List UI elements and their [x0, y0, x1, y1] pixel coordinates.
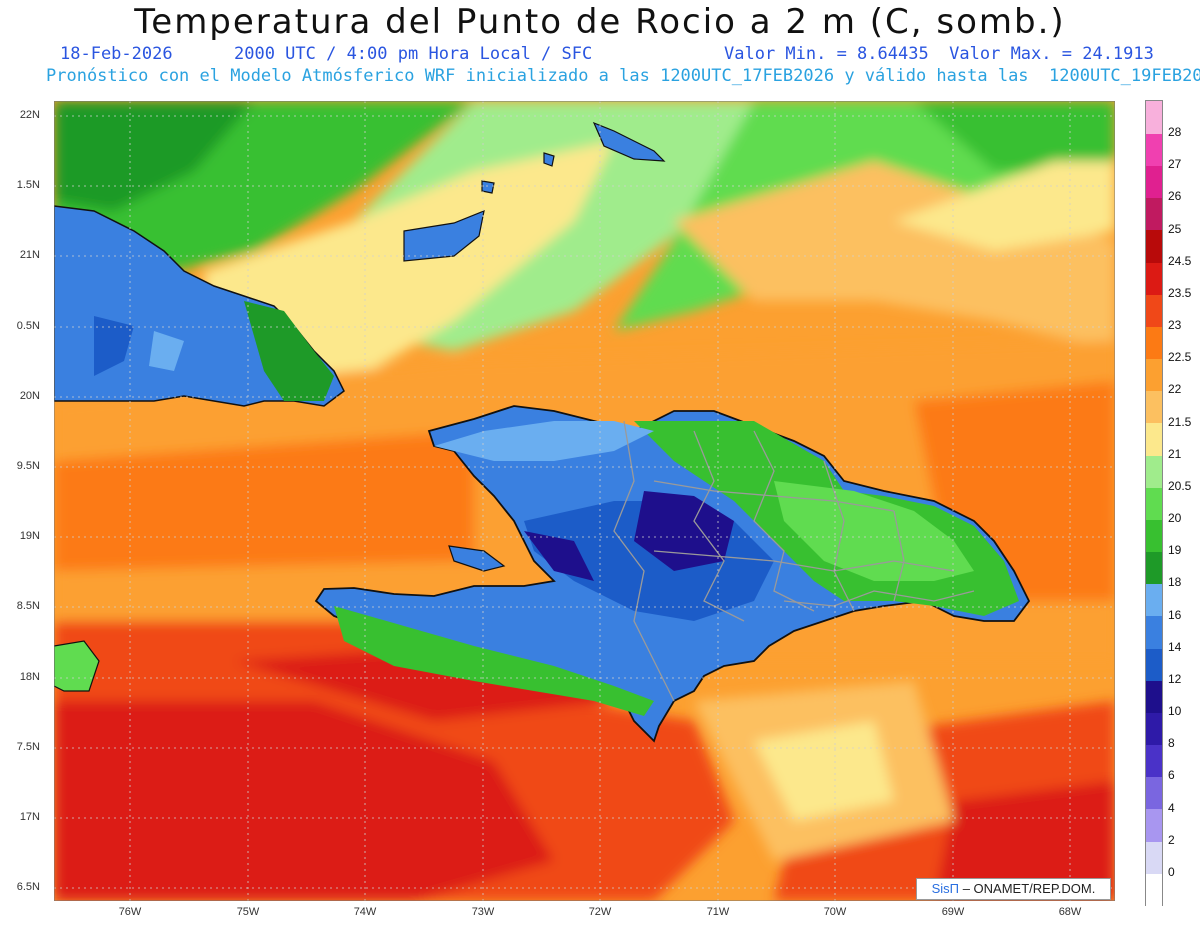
colorbar: [1145, 100, 1163, 906]
lon-tick: 72W: [588, 906, 612, 918]
lat-tick: 21N: [19, 249, 40, 261]
colorbar-label: 14: [1168, 639, 1182, 654]
colorbar-segment: [1146, 101, 1162, 134]
jamaica-landmass: [54, 640, 100, 692]
colorbar-label: 4: [1168, 800, 1175, 815]
colorbar-segment: [1146, 326, 1162, 360]
colorbar-segment: [1146, 551, 1162, 585]
lat-tick: 0.5N: [16, 320, 40, 332]
lon-tick: 69W: [941, 906, 965, 918]
dewpoint-map: [54, 101, 1115, 901]
credit-text: – ONAMET/REP.DOM.: [959, 881, 1096, 896]
colorbar-segment: [1146, 776, 1162, 810]
colorbar-label: 28: [1168, 125, 1182, 140]
colorbar-segment: [1146, 808, 1162, 842]
lat-tick: 17N: [19, 811, 40, 823]
gonave-island: [448, 545, 506, 572]
colorbar-segment: [1146, 615, 1162, 649]
colorbar-label: 6: [1168, 768, 1175, 783]
colorbar-segment: [1146, 229, 1162, 263]
colorbar-label: 24.5: [1168, 253, 1192, 268]
lon-tick: 71W: [706, 906, 730, 918]
colorbar-segment: [1146, 647, 1162, 681]
colorbar-segment: [1146, 454, 1162, 488]
colorbar-label: 25: [1168, 221, 1182, 236]
credit-brand: SisΠ: [931, 881, 960, 896]
bahamas-islands: [403, 121, 666, 262]
lat-tick: 19N: [19, 530, 40, 542]
colorbar-segment: [1146, 165, 1162, 199]
colorbar-segment: [1146, 744, 1162, 778]
colorbar-segment: [1146, 358, 1162, 392]
colorbar-segment: [1146, 712, 1162, 746]
lat-tick: 7.5N: [16, 741, 40, 753]
lat-tick: 8.5N: [16, 600, 40, 612]
lat-tick: 1.5N: [16, 179, 40, 191]
colorbar-segment: [1146, 261, 1162, 295]
colorbar-label: 16: [1168, 607, 1182, 622]
colorbar-label: 23: [1168, 318, 1182, 333]
colorbar-label: 22: [1168, 382, 1182, 397]
colorbar-label: 19: [1168, 543, 1182, 558]
colorbar-label: 23.5: [1168, 285, 1192, 300]
lon-tick: 68W: [1058, 906, 1082, 918]
lon-tick: 70W: [823, 906, 847, 918]
province-borders: [613, 420, 975, 702]
map-title: Temperatura del Punto de Rocio a 2 m (C,…: [134, 2, 1066, 42]
colorbar-label: 20.5: [1168, 478, 1192, 493]
lat-tick: 22N: [19, 109, 40, 121]
valid-time-subtitle: 18-Feb-2026 2000 UTC / 4:00 pm Hora Loca…: [60, 44, 593, 64]
colorbar-label: 18: [1168, 575, 1182, 590]
colorbar-label: 21: [1168, 446, 1182, 461]
lat-tick: 6.5N: [16, 881, 40, 893]
colorbar-label: 21.5: [1168, 414, 1192, 429]
colorbar-segment: [1146, 872, 1162, 906]
colorbar-segment: [1146, 486, 1162, 520]
colorbar-segment: [1146, 133, 1162, 167]
colorbar-segment: [1146, 679, 1162, 713]
colorbar-label: 26: [1168, 189, 1182, 204]
lat-tick: 9.5N: [16, 460, 40, 472]
lon-tick: 74W: [353, 906, 377, 918]
colorbar-label: 2: [1168, 832, 1175, 847]
model-run-subtitle: Pronóstico con el Modelo Atmósferico WRF…: [46, 66, 1200, 86]
lon-tick: 76W: [118, 906, 142, 918]
credit-box: SisΠ – ONAMET/REP.DOM.: [916, 878, 1111, 900]
colorbar-segment: [1146, 422, 1162, 456]
hispaniola-landmass: [314, 405, 1031, 743]
colorbar-label: 8: [1168, 736, 1175, 751]
colorbar-segment: [1146, 840, 1162, 874]
lon-tick: 75W: [236, 906, 260, 918]
colorbar-segment: [1146, 293, 1162, 327]
colorbar-label: 22.5: [1168, 350, 1192, 365]
graticule: [54, 101, 1115, 901]
colorbar-label: 0: [1168, 864, 1175, 879]
lat-tick: 20N: [19, 390, 40, 402]
colorbar-label: 27: [1168, 157, 1182, 172]
lon-tick: 73W: [471, 906, 495, 918]
colorbar-segment: [1146, 390, 1162, 424]
lat-tick: 18N: [19, 671, 40, 683]
colorbar-label: 20: [1168, 511, 1182, 526]
colorbar-segment: [1146, 519, 1162, 553]
colorbar-segment: [1146, 583, 1162, 617]
colorbar-label: 12: [1168, 671, 1182, 686]
colorbar-segment: [1146, 197, 1162, 231]
colorbar-label: 10: [1168, 704, 1182, 719]
min-max-subtitle: Valor Min. = 8.64435 Valor Max. = 24.191…: [724, 44, 1154, 64]
